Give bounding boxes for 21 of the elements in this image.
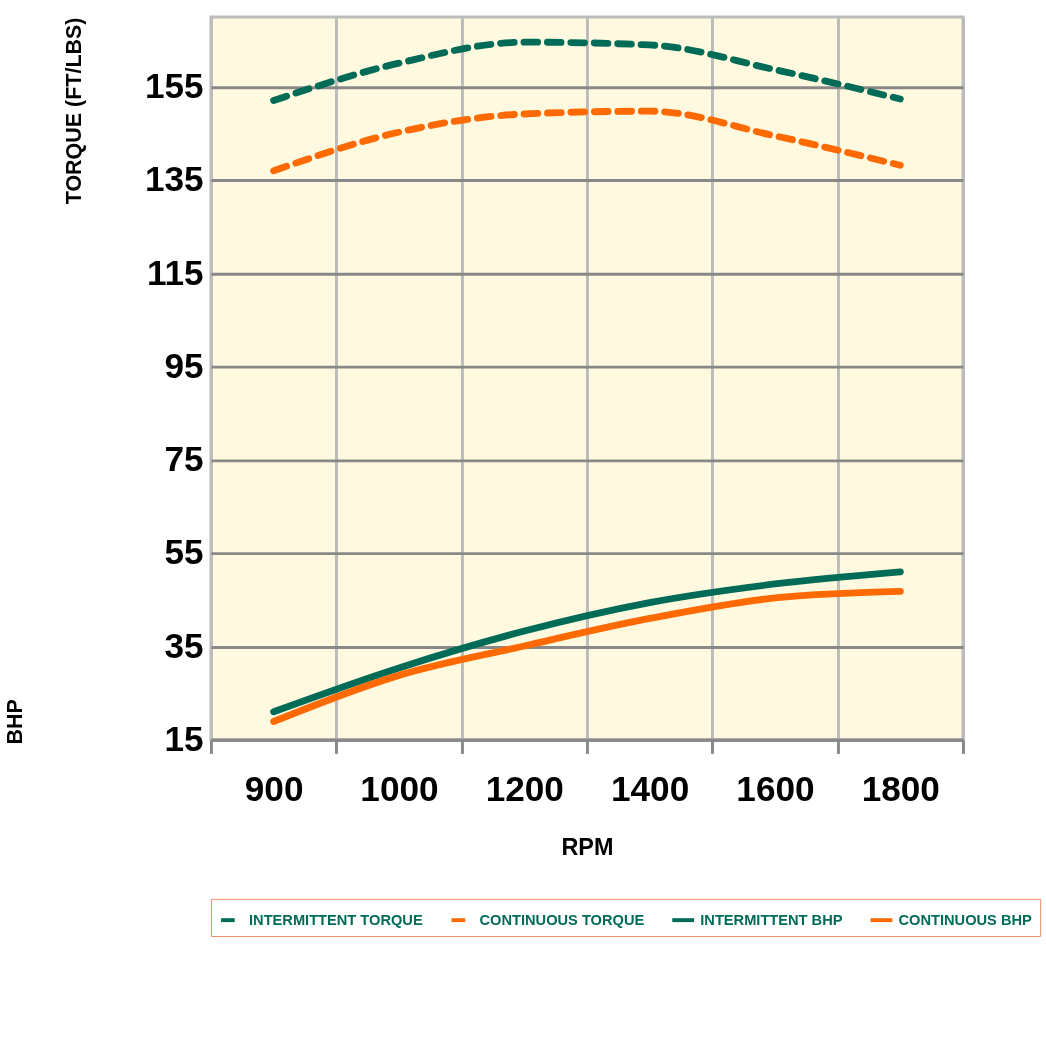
y-tick-label: 155: [144, 66, 204, 106]
x-tick-label: 1600: [736, 768, 815, 808]
text: BHP: [3, 699, 28, 745]
y-axis-title: TORQUE (FT/LBS): [62, 17, 87, 205]
y-tick-label: 115: [146, 252, 204, 292]
legend-label: INTERMITTENT TORQUE: [249, 912, 423, 929]
x-axis-title: RPM: [561, 834, 614, 861]
legend-label: CONTINUOUS TORQUE: [479, 912, 645, 929]
y-tick-label: 15: [164, 718, 204, 758]
x-tick-label: 1400: [611, 768, 690, 808]
y-tick-label: 35: [164, 625, 204, 665]
y-tick-label: 55: [164, 532, 204, 572]
legend-label: INTERMITTENT BHP: [700, 912, 843, 929]
x-tick-label: 1800: [861, 768, 940, 808]
y-tick-label: 95: [164, 345, 204, 385]
y-tick-label: 75: [164, 439, 204, 479]
legend-label: CONTINUOUS BHP: [898, 912, 1033, 929]
x-tick-label: 1200: [485, 768, 564, 808]
x-tick-label: 1000: [360, 768, 439, 808]
y-tick-label: 135: [144, 159, 204, 199]
x-tick-label: 900: [244, 768, 304, 808]
